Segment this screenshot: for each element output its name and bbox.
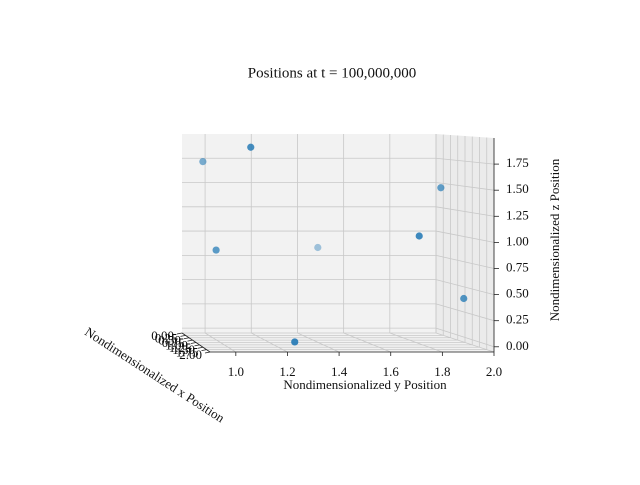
data-point — [212, 246, 220, 254]
tick-mark — [204, 351, 211, 354]
data-point — [460, 294, 468, 303]
data-point — [415, 232, 423, 240]
x-tick-label: 0.50 — [158, 333, 181, 348]
y-tick-label: 1.2 — [279, 364, 295, 379]
z-tick-label: 0.50 — [506, 286, 529, 301]
y-tick-label: 1.0 — [228, 364, 244, 379]
x-tick-label: 0.75 — [162, 335, 185, 350]
tick-mark — [197, 346, 204, 349]
tick-mark — [180, 334, 186, 337]
data-point — [314, 243, 322, 252]
data-point — [437, 184, 445, 192]
tick-mark — [187, 339, 193, 342]
x-tick-label: 1.25 — [169, 340, 192, 355]
y-tick-label: 1.8 — [434, 364, 450, 379]
x-tick-label: 1.00 — [165, 337, 188, 352]
data-point — [247, 143, 255, 151]
x-tick-label: 0.00 — [151, 328, 174, 343]
x-tick-label: 1.50 — [172, 342, 195, 357]
y-tick-label: 2.0 — [486, 364, 502, 379]
x-tick-label: 0.25 — [155, 330, 178, 345]
tick-mark — [190, 342, 197, 344]
x-tick-label: 2.00 — [179, 347, 202, 362]
tick-mark — [183, 337, 190, 340]
chart-title: Positions at t = 100,000,000 — [248, 65, 416, 81]
z-axis-label: Nondimensionalized z Position — [547, 158, 562, 321]
z-tick-label: 0.25 — [506, 312, 529, 327]
x-tick-label: 1.75 — [176, 345, 199, 360]
y-tick-label: 1.6 — [383, 364, 400, 379]
y-tick-label: 1.4 — [331, 364, 348, 379]
z-tick-label: 0.00 — [506, 338, 529, 353]
z-tick-label: 1.75 — [506, 155, 529, 170]
tick-mark — [194, 344, 200, 347]
back-pane — [182, 134, 436, 333]
tick-mark — [201, 349, 207, 352]
data-point — [291, 338, 299, 346]
data-point — [199, 158, 207, 166]
z-tick-label: 0.75 — [506, 259, 529, 274]
tick-mark — [176, 332, 183, 335]
z-tick-label: 1.25 — [506, 207, 529, 222]
z-tick-label: 1.00 — [506, 233, 529, 248]
z-tick-label: 1.50 — [506, 181, 529, 196]
y-axis-label: Nondimensionalized y Position — [283, 377, 447, 392]
